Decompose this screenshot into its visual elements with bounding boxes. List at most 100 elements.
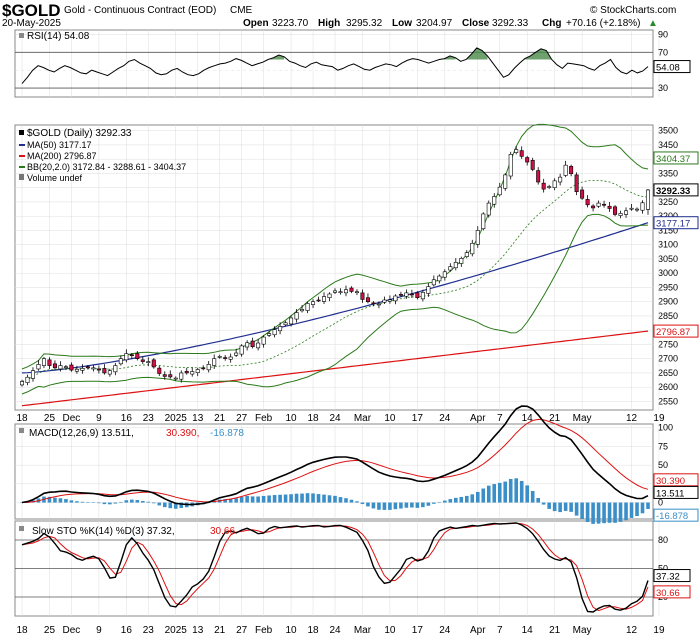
macd-histogram-bar bbox=[426, 502, 431, 506]
price-tick-label: 3200 bbox=[658, 211, 678, 221]
macd-histogram-bar bbox=[607, 502, 612, 523]
candle-body bbox=[140, 359, 145, 362]
x-axis-label: 7 bbox=[497, 413, 503, 424]
candle-body bbox=[322, 296, 327, 302]
macd-histogram-bar bbox=[393, 502, 398, 510]
macd-histogram-bar bbox=[519, 480, 524, 503]
macd-tag: 13.511 bbox=[656, 488, 684, 499]
x-axis-label-bottom: 21 bbox=[214, 625, 226, 636]
candle-body bbox=[47, 359, 52, 366]
macd-histogram-bar bbox=[173, 502, 178, 509]
macd-histogram-bar bbox=[497, 482, 502, 503]
legend-swatch-symbol bbox=[19, 130, 24, 135]
macd-histogram-bar bbox=[102, 502, 107, 505]
sto-tick-label: 80 bbox=[658, 535, 668, 545]
macd-histogram-bar bbox=[333, 495, 337, 503]
candle-body bbox=[85, 366, 90, 369]
candle-body bbox=[272, 329, 277, 336]
macd-histogram-bar bbox=[20, 502, 24, 504]
x-axis-label: 10 bbox=[384, 413, 396, 424]
macd-histogram-bar bbox=[311, 493, 315, 503]
x-axis-label-bottom: Apr bbox=[470, 625, 486, 636]
candle-body bbox=[256, 342, 261, 349]
macd-histogram-bar bbox=[508, 478, 513, 503]
candle-body bbox=[261, 336, 266, 345]
candle-body bbox=[278, 326, 283, 332]
instrument-name: Gold - Continuous Contract (EOD) bbox=[64, 5, 216, 16]
legend-ma50: MA(50) 3177.17 bbox=[27, 140, 92, 150]
macd-histogram-bar bbox=[130, 499, 134, 503]
candle-body bbox=[459, 258, 464, 264]
candle-body bbox=[514, 149, 519, 153]
macd-histogram-bar bbox=[454, 497, 458, 503]
macd-histogram-bar bbox=[492, 484, 497, 503]
candle-body bbox=[640, 202, 645, 211]
candle-body bbox=[486, 202, 491, 216]
open-label: Open bbox=[243, 18, 269, 29]
sto-legend-swatch bbox=[19, 526, 24, 531]
x-axis-label-bottom: May bbox=[573, 625, 592, 636]
sto-legend-title: Slow STO %K(14) %D(3) 37.32, bbox=[32, 526, 175, 537]
candle-body bbox=[135, 353, 140, 360]
macd-histogram-bar bbox=[481, 488, 486, 503]
candle-body bbox=[420, 291, 425, 300]
x-axis-label-bottom: 7 bbox=[497, 625, 503, 636]
candle-body bbox=[267, 333, 272, 336]
candle-body bbox=[36, 364, 41, 370]
macd-histogram-bar bbox=[646, 502, 650, 509]
candle-body bbox=[300, 309, 305, 312]
macd-histogram-bar bbox=[569, 502, 573, 512]
candle-body bbox=[497, 186, 502, 196]
candle-body bbox=[453, 262, 458, 269]
x-axis-label: 21 bbox=[549, 413, 561, 424]
macd-histogram-bar bbox=[305, 493, 310, 503]
candle-body bbox=[316, 299, 321, 302]
candle-body bbox=[91, 367, 96, 370]
candle-body bbox=[530, 160, 535, 170]
bb-lower-line bbox=[21, 213, 649, 395]
x-axis-label: 21 bbox=[214, 413, 226, 424]
candle-body bbox=[404, 292, 409, 297]
rsi-tag: 54.08 bbox=[656, 63, 680, 74]
macd-histogram-bar bbox=[355, 501, 359, 503]
candle-body bbox=[283, 322, 288, 326]
macd-histogram-bar bbox=[316, 494, 321, 503]
macd-histogram-bar bbox=[283, 494, 288, 503]
macd-tag-box bbox=[653, 473, 699, 487]
macd-histogram-bar bbox=[629, 502, 634, 518]
x-axis-label: May bbox=[573, 413, 592, 424]
macd-histogram-bar bbox=[272, 495, 277, 503]
price-tag: 3177.17 bbox=[656, 219, 690, 230]
rsi-line bbox=[21, 47, 649, 84]
candle-body bbox=[157, 367, 162, 374]
macd-tag: -16.878 bbox=[656, 511, 688, 522]
macd-histogram-bar bbox=[371, 502, 376, 509]
candle-body bbox=[113, 365, 118, 373]
candle-body bbox=[354, 291, 359, 294]
candle-body bbox=[431, 279, 436, 286]
candle-body bbox=[558, 176, 563, 183]
low-value: 3204.97 bbox=[416, 18, 453, 29]
rsi-tick-label: 90 bbox=[658, 29, 668, 39]
candle-body bbox=[294, 312, 299, 320]
candle-body bbox=[228, 356, 233, 360]
candle-body bbox=[415, 292, 420, 299]
candle-body bbox=[525, 157, 530, 163]
macd-histogram-bar bbox=[228, 498, 233, 503]
candle-body bbox=[360, 292, 365, 300]
price-tick-label: 3250 bbox=[658, 197, 678, 207]
x-axis-label-bottom: 12 bbox=[626, 625, 638, 636]
candle-body bbox=[437, 275, 442, 282]
candle-body bbox=[547, 186, 552, 188]
x-axis-label: Apr bbox=[470, 413, 486, 424]
sto-tick-label: 50 bbox=[658, 564, 668, 574]
sto-tag-box bbox=[653, 585, 691, 599]
macd-histogram-bar bbox=[69, 500, 74, 503]
x-axis-label: 27 bbox=[236, 413, 248, 424]
candle-body bbox=[541, 182, 546, 190]
candle-body bbox=[25, 376, 30, 383]
macd-histogram-bar bbox=[514, 478, 519, 503]
sto-tag: 30.66 bbox=[656, 588, 680, 599]
candle-body bbox=[607, 205, 612, 209]
candle-body bbox=[398, 293, 403, 296]
